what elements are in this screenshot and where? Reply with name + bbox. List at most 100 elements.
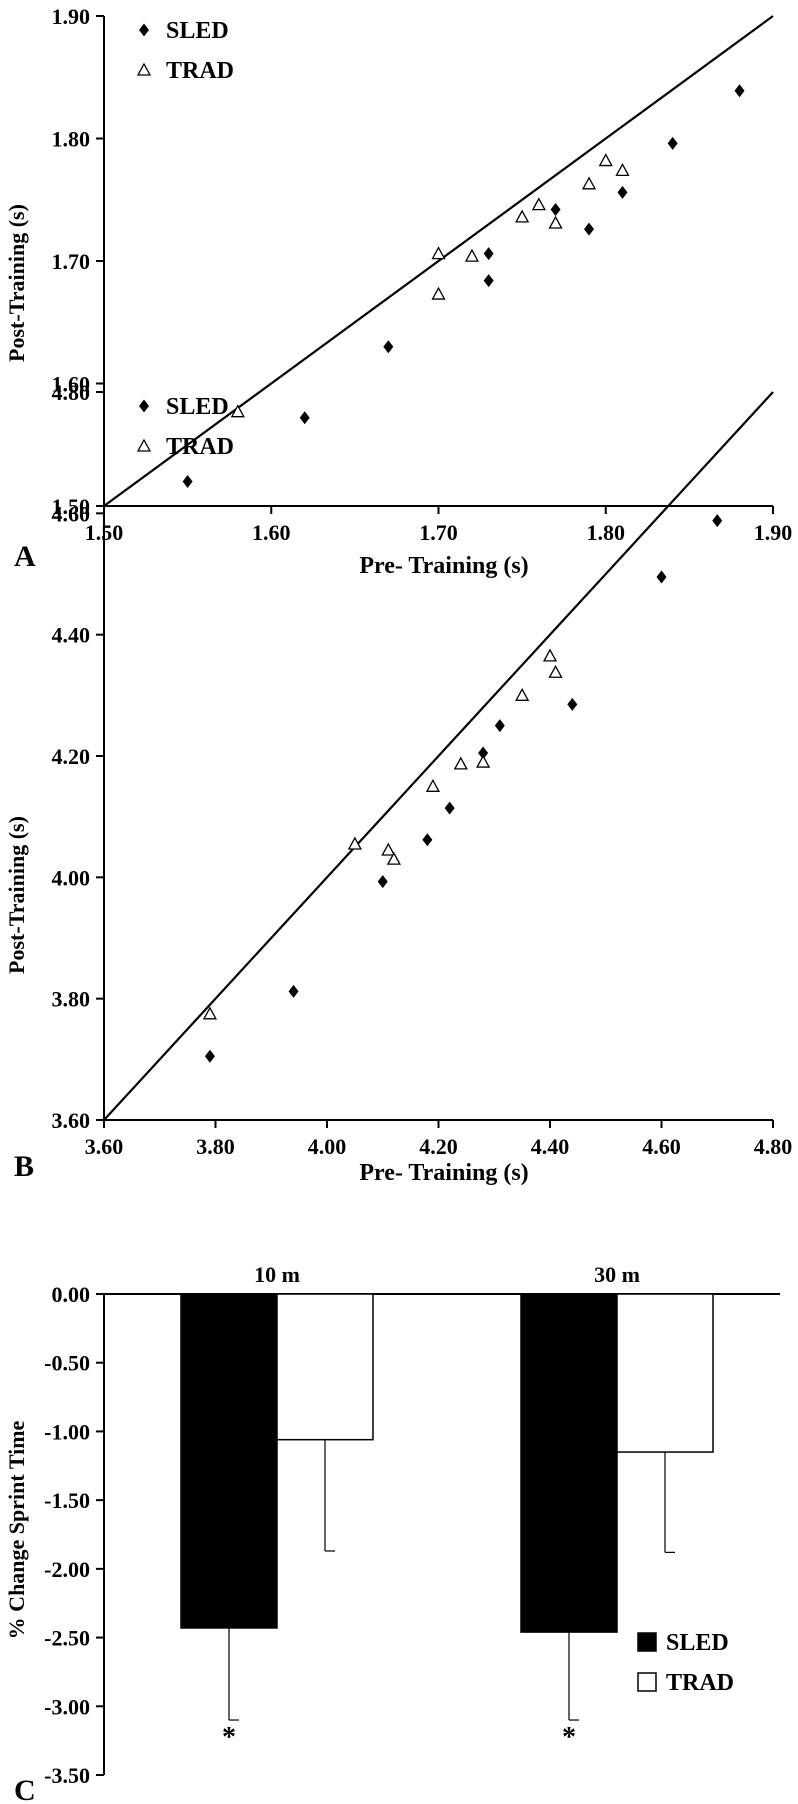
legend-trad-label: TRAD	[166, 58, 234, 84]
panel-c-marks: * *	[103, 1293, 780, 1775]
category-label: 30 m	[594, 1262, 640, 1287]
sled-point	[494, 719, 505, 733]
sled-point	[617, 185, 628, 199]
sled-point	[204, 1049, 215, 1063]
sled-point	[712, 514, 723, 528]
legend-sled-label: SLED	[166, 18, 229, 44]
identity-line	[103, 15, 774, 507]
y-tick-label: -1.50	[44, 1488, 90, 1513]
trad-bar	[276, 1293, 374, 1441]
x-tick-label: 1.60	[252, 520, 291, 545]
sled-point	[299, 411, 310, 425]
legend-sled-marker	[139, 23, 149, 37]
y-tick-label: -2.00	[44, 1557, 90, 1582]
y-tick-label: -1.00	[44, 1419, 90, 1444]
x-tick-label: 1.80	[587, 520, 626, 545]
trad-point	[464, 248, 480, 262]
y-tick-label: 1.80	[52, 127, 91, 152]
legend-trad-label: TRAD	[166, 434, 234, 460]
legend-sled-swatch	[637, 1632, 657, 1652]
y-tick-label: 4.40	[52, 623, 91, 648]
panel-c-tick-labels: 0.00 -0.50 -1.00 -1.50 -2.00 -2.50 -3.00 -3.50 1…	[44, 1262, 640, 1788]
panel-c-bar-chart: C % Change Sprint Time 0.00 -0.50 -1.00 -1.…	[4, 1262, 780, 1804]
trad-point	[515, 687, 530, 701]
identity-line	[103, 391, 774, 1121]
sled-point	[550, 203, 561, 217]
sled-point	[656, 570, 667, 584]
panel-c-y-axis-label: % Change Sprint Time	[4, 1420, 29, 1639]
trad-point	[431, 246, 446, 260]
sled-point	[483, 274, 494, 288]
legend-sled-marker	[139, 399, 149, 413]
sled-bar	[180, 1293, 278, 1629]
y-tick-label: 3.60	[52, 1108, 91, 1133]
y-tick-label: 4.60	[52, 501, 91, 526]
panel-b-label: B	[14, 1150, 34, 1183]
panel-a-label: A	[14, 540, 36, 573]
sled-point	[422, 833, 433, 847]
panel-b-tick-labels: 3.60 3.80 4.00 4.20 4.40 4.60 4.80 3.60 3.80 4.00…	[52, 380, 793, 1159]
panel-b-marks	[103, 391, 774, 1121]
trad-point	[386, 851, 401, 865]
trad-point	[425, 778, 441, 792]
sled-point	[667, 136, 678, 150]
y-tick-label: 4.80	[52, 380, 91, 405]
x-tick-label: 4.40	[531, 1134, 570, 1159]
sled-point	[478, 746, 489, 760]
trad-point	[431, 286, 446, 300]
panel-b-x-axis-label: Pre- Training (s)	[359, 1160, 528, 1186]
panel-a-scatter: A Pre- Training (s) Post-Training (s) 1.…	[4, 4, 792, 579]
legend-trad-swatch	[637, 1672, 657, 1692]
trad-point	[548, 215, 563, 229]
sled-point	[288, 984, 299, 998]
y-tick-label: -3.00	[44, 1694, 90, 1719]
y-tick-label: -3.50	[44, 1763, 90, 1788]
sled-bar	[520, 1293, 618, 1633]
y-tick-label: 1.60	[52, 372, 91, 397]
panel-b-scatter: B Pre- Training (s) Post-Training (s) 3.…	[4, 380, 792, 1186]
legend-sled-label: SLED	[166, 394, 229, 420]
panel-a-x-axis-label: Pre- Training (s)	[359, 553, 528, 579]
y-tick-label: 4.00	[52, 865, 91, 890]
y-tick-label: -2.50	[44, 1626, 90, 1651]
trad-point	[476, 754, 491, 768]
panel-c-legend: SLED TRAD	[637, 1630, 734, 1696]
x-tick-label: 4.80	[754, 1134, 793, 1159]
significance-marker: *	[222, 1722, 236, 1753]
sled-point	[377, 875, 388, 889]
trad-point	[515, 209, 530, 223]
x-tick-label: 4.60	[642, 1134, 681, 1159]
sled-point	[483, 247, 494, 261]
trad-point	[581, 176, 597, 190]
trad-point	[453, 756, 468, 770]
y-tick-label: 1.50	[52, 494, 91, 519]
x-tick-label: 4.20	[419, 1134, 458, 1159]
y-tick-label: 1.90	[52, 4, 91, 29]
y-tick-label: 1.70	[52, 249, 91, 274]
x-tick-label: 3.80	[196, 1134, 235, 1159]
sled-point	[182, 475, 193, 488]
sled-point	[584, 222, 595, 236]
y-tick-label: 0.00	[52, 1282, 91, 1307]
panel-a-legend: SLED TRAD	[136, 18, 234, 84]
panel-b-legend: SLED TRAD	[136, 394, 234, 460]
trad-point	[542, 648, 558, 662]
x-tick-label: 1.90	[754, 520, 793, 545]
trad-bar	[616, 1293, 714, 1453]
sled-point	[567, 697, 578, 711]
category-label: 10 m	[254, 1262, 300, 1287]
legend-trad-label: TRAD	[666, 1670, 734, 1696]
trad-point	[531, 197, 546, 211]
legend-trad-marker	[136, 438, 152, 452]
sled-point	[734, 84, 745, 98]
trad-point	[347, 836, 362, 850]
trad-point	[202, 1006, 218, 1020]
panel-a-marks	[103, 15, 774, 507]
significance-marker: *	[562, 1722, 576, 1753]
y-tick-label: 3.80	[52, 987, 91, 1012]
y-tick-label: 4.20	[52, 744, 91, 769]
trad-point	[230, 404, 245, 418]
sled-point	[383, 340, 394, 354]
trad-point	[548, 664, 563, 678]
